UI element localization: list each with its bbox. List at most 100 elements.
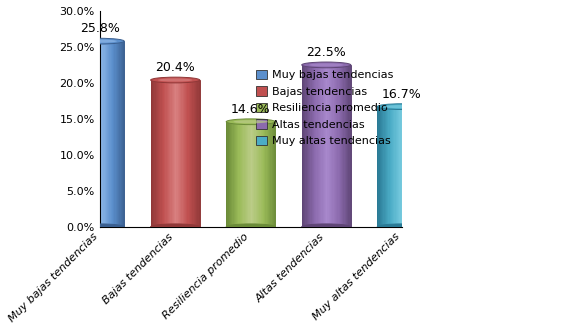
Bar (115, 41, 117, 227)
Bar (309, 65, 311, 227)
Bar (157, 80, 158, 227)
Bar (253, 122, 254, 227)
Bar (312, 65, 313, 227)
Bar (332, 65, 333, 227)
Bar (117, 41, 118, 227)
Bar (162, 80, 163, 227)
Bar (409, 107, 410, 227)
Bar (122, 41, 123, 227)
Bar (230, 122, 231, 227)
Bar (347, 65, 348, 227)
Bar (392, 107, 393, 227)
Bar (400, 107, 401, 227)
Bar (344, 65, 346, 227)
Bar (398, 107, 400, 227)
Bar (419, 107, 420, 227)
Bar (119, 41, 121, 227)
Ellipse shape (309, 63, 343, 66)
Bar (165, 80, 166, 227)
Bar (311, 65, 312, 227)
Bar (341, 65, 342, 227)
Bar (108, 41, 110, 227)
Bar (404, 107, 405, 227)
Bar (234, 122, 235, 227)
Bar (382, 107, 383, 227)
Ellipse shape (150, 224, 200, 230)
Bar (158, 80, 159, 227)
Bar (251, 122, 252, 227)
Bar (110, 41, 111, 227)
Bar (96, 41, 97, 227)
Bar (238, 122, 240, 227)
Bar (307, 65, 308, 227)
Bar (237, 122, 238, 227)
Bar (425, 107, 426, 227)
Bar (258, 122, 259, 227)
Bar (95, 41, 96, 227)
Ellipse shape (83, 40, 117, 43)
Bar (401, 107, 402, 227)
Bar (383, 107, 385, 227)
Bar (199, 80, 200, 227)
Bar (243, 122, 245, 227)
Bar (90, 41, 91, 227)
Bar (84, 41, 85, 227)
Bar (232, 122, 234, 227)
Bar (335, 65, 336, 227)
Bar (177, 80, 179, 227)
Bar (172, 80, 173, 227)
Bar (378, 107, 380, 227)
Bar (103, 41, 104, 227)
Bar (386, 107, 387, 227)
Bar (272, 122, 273, 227)
Bar (97, 41, 98, 227)
Bar (305, 65, 307, 227)
Bar (273, 122, 274, 227)
Bar (338, 65, 339, 227)
Bar (416, 107, 417, 227)
Bar (308, 65, 309, 227)
Bar (377, 107, 378, 227)
Ellipse shape (158, 78, 192, 82)
Bar (150, 80, 200, 227)
Bar (413, 107, 414, 227)
Bar (263, 122, 264, 227)
Bar (156, 80, 157, 227)
Bar (302, 65, 351, 227)
Bar (319, 65, 320, 227)
Text: 25.8%: 25.8% (80, 22, 119, 35)
Bar (390, 107, 391, 227)
Bar (381, 107, 382, 227)
Bar (393, 107, 394, 227)
Bar (254, 122, 255, 227)
Bar (75, 41, 124, 227)
Bar (333, 65, 335, 227)
Bar (257, 122, 258, 227)
Bar (417, 107, 418, 227)
Bar (336, 65, 338, 227)
Ellipse shape (377, 104, 426, 110)
Bar (164, 80, 165, 227)
Ellipse shape (377, 224, 426, 230)
Bar (153, 80, 154, 227)
Bar (262, 122, 263, 227)
Bar (387, 107, 388, 227)
Bar (183, 80, 184, 227)
Text: 16.7%: 16.7% (382, 88, 422, 101)
Bar (192, 80, 193, 227)
Bar (86, 41, 87, 227)
Bar (88, 41, 90, 227)
Bar (380, 107, 381, 227)
Bar (340, 65, 341, 227)
Bar (395, 107, 397, 227)
Bar (226, 122, 227, 227)
Bar (175, 80, 176, 227)
Bar (329, 65, 330, 227)
Bar (339, 65, 340, 227)
Bar (174, 80, 175, 227)
Bar (242, 122, 243, 227)
Bar (231, 122, 232, 227)
Bar (412, 107, 413, 227)
Bar (424, 107, 425, 227)
Bar (313, 65, 314, 227)
